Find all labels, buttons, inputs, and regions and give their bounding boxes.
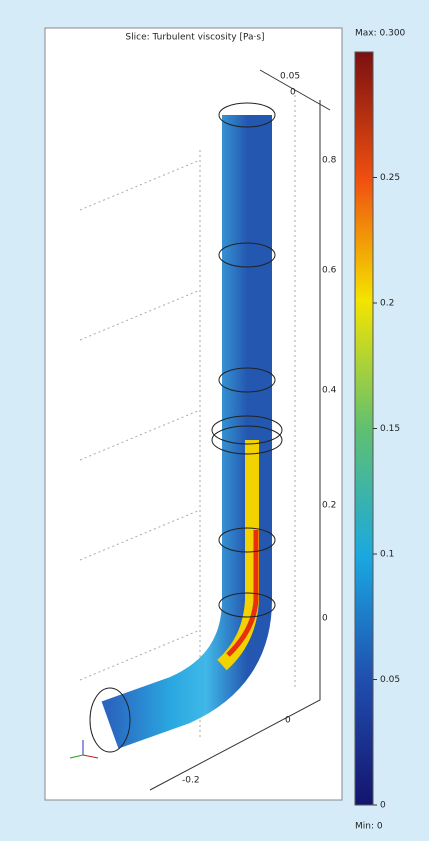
colorbar-tick-label: 0.25 (380, 173, 400, 183)
axis-label: 0.6 (322, 266, 337, 276)
axis-label: 0 (322, 614, 328, 624)
screenshot: Slice: Turbulent viscosity [Pa·s] Max: 0… (0, 0, 429, 841)
axis-label: 0.05 (280, 72, 300, 82)
colorbar-min: Min: 0 (355, 822, 383, 832)
plot-title: Slice: Turbulent viscosity [Pa·s] (125, 33, 264, 43)
colorbar-tick-label: 0.15 (380, 424, 400, 434)
axis-label: 0.4 (322, 386, 337, 396)
colorbar-tick-label: 0.2 (380, 299, 394, 309)
colorbar-max: Max: 0.300 (355, 29, 406, 39)
axis-label: 0.8 (322, 156, 337, 166)
colorbar-tick-label: 0.05 (380, 675, 400, 685)
colorbar (355, 52, 373, 805)
axis-label: 0 (285, 716, 291, 726)
axis-label: 0 (290, 88, 296, 98)
axis-label: -0.2 (182, 776, 200, 786)
page: {"title": "Slice: Turbulent viscosity [P… (0, 0, 429, 841)
axis-label: 0.2 (322, 501, 336, 511)
colorbar-tick-label: 0 (380, 801, 386, 811)
colorbar-tick-label: 0.1 (380, 550, 394, 560)
